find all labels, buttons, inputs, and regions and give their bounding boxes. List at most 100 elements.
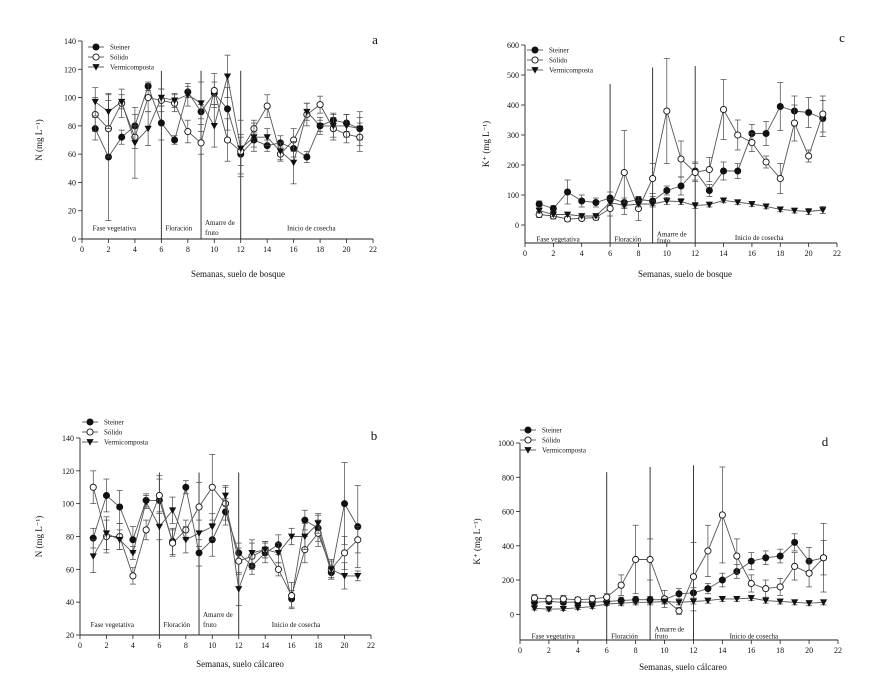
legend-entry: Steiner [104,419,124,427]
data-point [195,503,203,511]
data-point [663,107,671,115]
data-point [719,197,728,204]
legend-marker [86,428,94,436]
y-axis-label: K⁺ (mg L⁻¹) [481,121,491,167]
x-tick-label: 18 [314,641,322,650]
panel-letter: b [371,428,378,443]
data-point [354,573,362,580]
phase-label: Inicio de cosecha [287,225,336,233]
chart-panel-b: 0 2 4 6 8 10 12 14 16 18 20 22 20 40 60 80 100 120 140 Sema… [34,418,378,669]
data-point [705,186,713,194]
phase-label: Floración [165,225,192,233]
y-tick-label: 60 [68,150,76,159]
x-tick-label: 16 [288,641,296,650]
data-point [169,539,177,547]
y-tick-label: 20 [68,207,76,216]
data-point [327,566,335,573]
data-point [210,122,218,130]
phase-label: Amarre de [654,625,684,633]
data-point [646,599,654,606]
y-tick-label: 400 [507,101,519,110]
y-tick-label: 200 [502,576,514,585]
data-point [564,188,572,196]
data-point [210,86,218,95]
y-axis-label: N (mg L⁻¹) [34,119,44,160]
data-point [663,198,671,205]
x-tick-label: 20 [343,245,351,254]
panel-letter: c [839,30,845,45]
data-point [603,601,611,608]
data-point [791,599,799,606]
series-vermicomposta [89,485,362,606]
legend-marker [86,439,94,446]
y-tick-label: 300 [507,131,519,140]
data-point [660,598,669,606]
data-point [592,213,600,220]
data-point [530,605,539,612]
data-point [790,207,799,215]
phase-label: Inicio de cosecha [730,632,779,640]
data-point [142,526,150,534]
data-point [718,596,726,603]
phase-label: fruto [203,621,217,629]
phase-label: Inicio de cosecha [272,621,321,629]
data-point [734,199,742,206]
y-tick-label: 20 [66,631,74,640]
phase-label: Amarre de [203,611,233,619]
x-tick-label: 12 [237,245,245,254]
data-point [303,108,311,116]
phase-label: Floración [614,236,641,244]
data-point [129,536,137,544]
y-tick-label: 0 [510,610,514,619]
legend-marker [92,53,100,61]
data-point [791,538,799,546]
x-tick-label: 14 [263,245,271,254]
data-point [290,159,298,167]
data-point [718,511,726,519]
x-tick-label: 6 [608,249,612,258]
x-axis-label: Semanas, suelo de bosque [191,269,285,279]
data-point [689,573,698,581]
series-sólido [535,58,827,223]
phase-label: Fase vegetativa [91,621,135,629]
phase-label: Amarre de [205,219,235,227]
x-tick-label: 12 [691,249,699,258]
data-point [223,136,232,144]
data-point [195,530,203,537]
x-tick-label: 4 [131,641,135,650]
data-point [184,127,192,136]
y-tick-label: 40 [68,178,76,187]
x-tick-label: 0 [523,249,527,258]
data-point [791,562,799,570]
data-point [819,554,828,562]
data-point [747,579,755,588]
data-point [545,595,553,603]
x-tick-label: 0 [78,641,82,650]
data-point [314,520,322,527]
data-point [617,581,625,589]
x-tick-label: 4 [133,245,137,254]
series-sólido [530,466,828,615]
data-point [208,483,216,491]
x-tick-label: 10 [208,641,216,650]
series-steiner [530,523,828,607]
y-tick-label: 140 [62,434,74,443]
legend-marker [531,46,539,54]
data-point [805,600,813,607]
data-point [223,105,231,113]
data-point [805,569,813,577]
legend-entry: Sólido [549,57,568,65]
y-tick-label: 100 [64,94,76,103]
legend-marker [531,67,539,74]
panel-letter: d [822,434,829,449]
chart-panel-c: 0 2 4 6 8 10 12 14 16 18 20 22 0 100 200 300 400 500 600 Se… [481,30,845,279]
x-tick-label: 14 [261,641,269,650]
data-point [340,549,349,557]
data-point [747,595,755,602]
data-point [340,573,349,580]
data-point [646,555,654,564]
data-point [221,492,230,500]
phase-label: Floración [163,621,190,629]
legend: Steiner Sólido Vermicomposta [88,44,155,72]
